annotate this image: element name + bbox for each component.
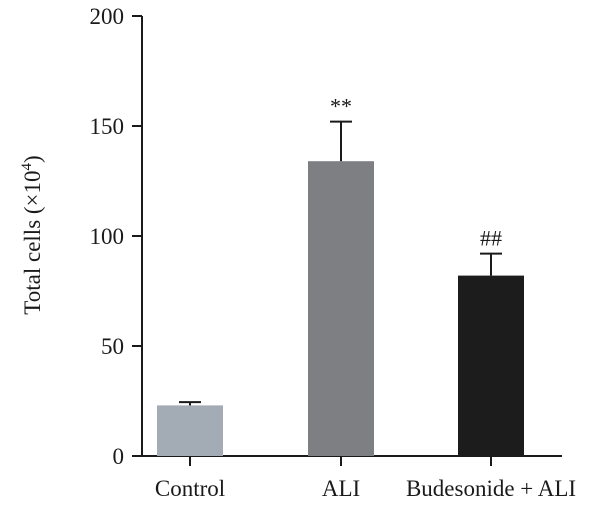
y-tick-label: 100: [90, 224, 125, 249]
bar-budesonide-ali: [458, 275, 524, 456]
y-tick-label: 50: [101, 334, 124, 359]
significance-marker: **: [330, 94, 352, 119]
y-tick-label: 0: [113, 444, 125, 469]
y-tick-label: 150: [90, 114, 125, 139]
y-axis-label: Total cells (×104): [19, 155, 45, 314]
y-axis: 0 50 100 150 200: [90, 4, 143, 469]
x-tick-label: Control: [155, 476, 225, 501]
x-tick-label: Budesonide + ALI: [406, 476, 576, 501]
bars: ** ##: [157, 94, 524, 456]
y-tick-label: 200: [90, 4, 125, 29]
bar-ali: [308, 161, 374, 456]
x-axis: Control ALI Budesonide + ALI: [142, 455, 576, 501]
significance-marker: ##: [480, 226, 502, 251]
bar-control: [157, 405, 223, 456]
x-tick-label: ALI: [322, 476, 360, 501]
